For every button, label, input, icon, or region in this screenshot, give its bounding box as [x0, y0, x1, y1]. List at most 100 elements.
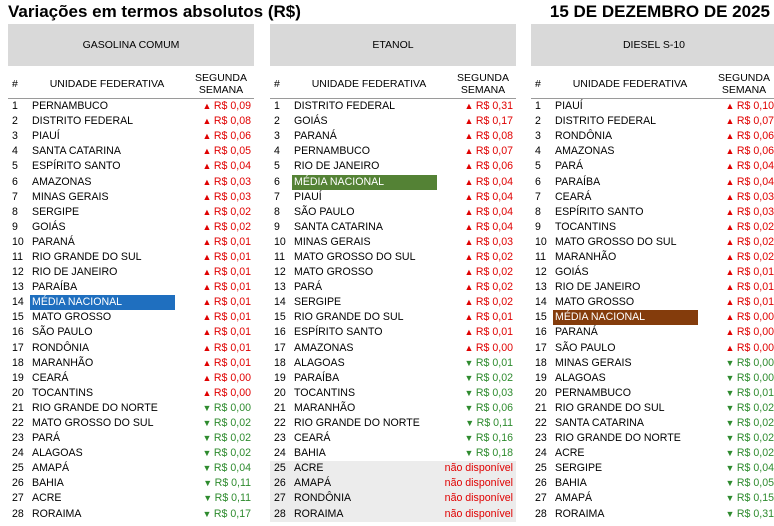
row-variation: ▼ R$ 0,00	[698, 356, 774, 371]
row-state: RORAIMA	[32, 507, 82, 520]
table-row: 1 DISTRITO FEDERAL ▲ R$ 0,31	[270, 99, 516, 114]
table-row: 11 RIO GRANDE DO SUL ▲ R$ 0,01	[8, 250, 254, 265]
row-rank: 26	[274, 477, 286, 490]
table-row: 6 PARAÍBA ▲ R$ 0,04	[531, 174, 774, 189]
triangle-up-icon: ▲	[464, 206, 476, 217]
row-value: R$ 0,01	[213, 250, 251, 263]
col-state: UNIDADE FEDERATIVA	[49, 77, 165, 90]
row-state: TOCANTINS	[294, 386, 356, 399]
triangle-down-icon: ▼	[725, 493, 737, 504]
table-row: 27 AMAPÁ ▼ R$ 0,15	[531, 491, 774, 506]
triangle-up-icon: ▲	[464, 221, 476, 232]
row-value: não disponível	[444, 462, 513, 475]
triangle-up-icon: ▲	[725, 101, 737, 112]
row-state: AMAZONAS	[32, 175, 92, 188]
column-header: # UNIDADE FEDERATIVA SEGUNDA SEMANA	[8, 69, 254, 99]
triangle-down-icon: ▼	[464, 433, 476, 444]
panel-title: GASOLINA COMUM	[8, 24, 254, 66]
row-value: R$ 0,01	[475, 326, 513, 339]
row-state: MINAS GERAIS	[555, 356, 632, 369]
row-state: RIO GRANDE DO NORTE	[294, 417, 420, 430]
row-variation: não disponível	[437, 491, 516, 506]
row-variation: ▲ R$ 0,06	[698, 144, 774, 159]
triangle-up-icon: ▲	[464, 267, 476, 278]
row-value: R$ 0,04	[475, 220, 513, 233]
table-row: 17 RONDÔNIA ▲ R$ 0,01	[8, 341, 254, 356]
row-variation: ▲ R$ 0,04	[437, 220, 516, 235]
row-value: R$ 0,02	[213, 205, 251, 218]
row-value: R$ 0,00	[213, 401, 251, 414]
table-row: 24 BAHIA ▼ R$ 0,18	[270, 446, 516, 461]
row-rank: 15	[274, 311, 286, 324]
row-value: R$ 0,02	[475, 250, 513, 263]
row-variation: ▲ R$ 0,01	[175, 265, 254, 280]
panel-rows: 1 DISTRITO FEDERAL ▲ R$ 0,31 2 GOIÁS ▲ R$ 0,1…	[270, 99, 516, 522]
row-value: R$ 0,04	[213, 462, 251, 475]
row-value: R$ 0,11	[476, 417, 513, 430]
triangle-down-icon: ▼	[202, 402, 214, 413]
triangle-down-icon: ▼	[464, 357, 476, 368]
table-row: 26 BAHIA ▼ R$ 0,05	[531, 476, 774, 491]
row-state: PERNAMBUCO	[555, 386, 631, 399]
row-rank: 4	[274, 145, 280, 158]
column-header: # UNIDADE FEDERATIVA SEGUNDA SEMANA	[270, 69, 516, 99]
table-row: 20 TOCANTINS ▼ R$ 0,03	[270, 386, 516, 401]
row-variation: ▲ R$ 0,02	[175, 205, 254, 220]
row-rank: 12	[12, 266, 24, 279]
row-rank: 15	[12, 311, 24, 324]
row-variation: ▲ R$ 0,04	[698, 175, 774, 190]
row-rank: 10	[535, 235, 547, 248]
row-rank: 23	[274, 432, 286, 445]
panel-diesel: DIESEL S-10 # UNIDADE FEDERATIVA SEGUNDA…	[531, 24, 774, 522]
triangle-down-icon: ▼	[464, 387, 476, 398]
triangle-up-icon: ▲	[202, 206, 214, 217]
triangle-down-icon: ▼	[465, 418, 477, 429]
row-value: R$ 0,17	[213, 507, 251, 520]
table-row: 10 PARANÁ ▲ R$ 0,01	[8, 235, 254, 250]
row-variation: ▲ R$ 0,00	[698, 325, 774, 340]
row-variation: ▲ R$ 0,08	[175, 114, 254, 129]
row-rank: 16	[535, 326, 547, 339]
row-rank: 1	[12, 100, 18, 113]
triangle-up-icon: ▲	[725, 116, 737, 127]
row-state: AMAPÁ	[555, 492, 593, 505]
row-variation: ▲ R$ 0,02	[437, 295, 516, 310]
table-row: 22 MATO GROSSO DO SUL ▼ R$ 0,02	[8, 416, 254, 431]
triangle-up-icon: ▲	[725, 176, 737, 187]
row-rank: 22	[274, 417, 286, 430]
row-rank: 14	[12, 296, 24, 309]
table-row: 19 ALAGOAS ▼ R$ 0,00	[531, 371, 774, 386]
row-value: R$ 0,01	[475, 311, 513, 324]
row-value: R$ 0,00	[213, 386, 251, 399]
row-variation: ▼ R$ 0,01	[437, 356, 516, 371]
row-state: ACRE	[32, 492, 62, 505]
row-variation: ▲ R$ 0,04	[437, 175, 516, 190]
national-average-label: MÉDIA NACIONAL	[553, 310, 698, 326]
panel-rows: 1 PIAUÍ ▲ R$ 0,10 2 DISTRITO FEDERAL ▲ R$ 0,0…	[531, 99, 774, 522]
triangle-up-icon: ▲	[202, 357, 214, 368]
table-row: 10 MATO GROSSO DO SUL ▲ R$ 0,02	[531, 235, 774, 250]
row-rank: 4	[12, 145, 18, 158]
triangle-down-icon: ▼	[725, 357, 737, 368]
row-state: PERNAMBUCO	[32, 100, 108, 113]
row-value: R$ 0,02	[475, 371, 513, 384]
table-row: 14 MÉDIA NACIONAL ▲ R$ 0,01	[8, 295, 254, 311]
row-variation: ▲ R$ 0,04	[437, 205, 516, 220]
row-variation: ▲ R$ 0,04	[698, 159, 774, 174]
row-state: SANTA CATARINA	[555, 417, 644, 430]
table-row: 18 MINAS GERAIS ▼ R$ 0,00	[531, 356, 774, 371]
row-rank: 17	[535, 341, 547, 354]
triangle-up-icon: ▲	[725, 161, 737, 172]
row-state: MARANHÃO	[294, 401, 356, 414]
row-value: R$ 0,04	[475, 175, 513, 188]
row-value: R$ 0,02	[213, 417, 251, 430]
row-variation: ▼ R$ 0,03	[437, 386, 516, 401]
row-state: ALAGOAS	[32, 447, 83, 460]
row-variation: ▲ R$ 0,02	[437, 250, 516, 265]
row-state: AMAZONAS	[294, 341, 354, 354]
row-variation: ▲ R$ 0,10	[698, 99, 774, 114]
triangle-down-icon: ▼	[464, 372, 476, 383]
row-value: R$ 0,02	[475, 266, 513, 279]
col-state: UNIDADE FEDERATIVA	[311, 77, 427, 90]
row-rank: 11	[12, 250, 23, 263]
